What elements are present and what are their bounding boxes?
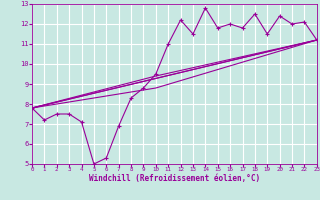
X-axis label: Windchill (Refroidissement éolien,°C): Windchill (Refroidissement éolien,°C) (89, 174, 260, 183)
